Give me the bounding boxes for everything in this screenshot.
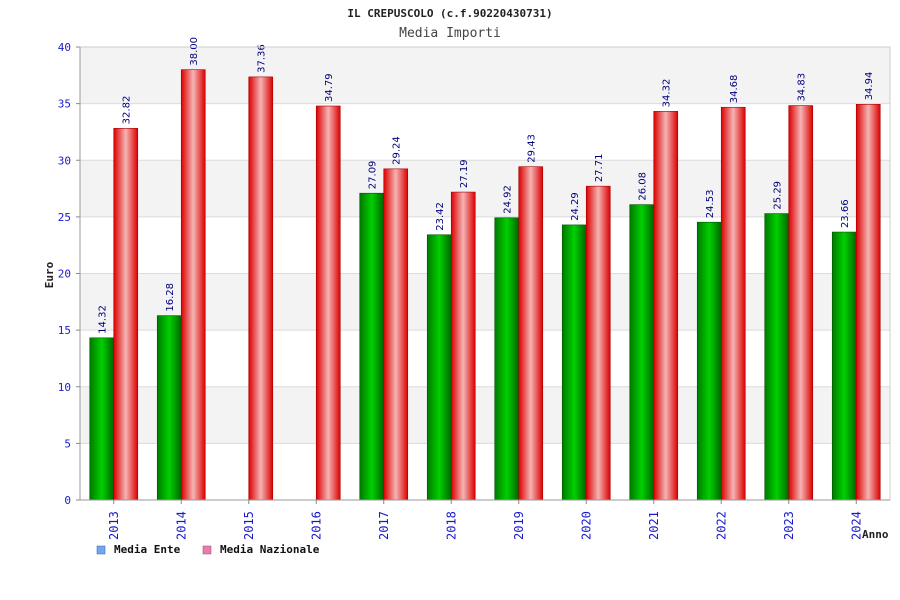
legend-swatch-media-ente: [96, 545, 106, 555]
x-tick-label: 2014: [174, 511, 188, 540]
x-tick-label: 2019: [512, 511, 526, 540]
x-tick-label: 2020: [579, 511, 593, 540]
bar-media-ente-2021: [629, 204, 655, 501]
x-tick-label: 2017: [377, 511, 391, 540]
plot-band: [80, 273, 890, 331]
bar-media-nazionale-2016: [315, 105, 341, 501]
data-label: 24.92: [503, 185, 514, 214]
data-label: 34.32: [662, 79, 673, 108]
x-tick-label: 2013: [107, 511, 121, 540]
plot-band: [80, 160, 890, 217]
data-label: 34.94: [864, 72, 875, 101]
bar-media-nazionale-2019: [518, 166, 544, 501]
x-tick-labels: 2013 2014 2015 2016 2017 2018 2019 2020 2021 2022…: [107, 511, 864, 540]
data-label: 26.08: [638, 172, 649, 201]
bar-media-ente-2024: [831, 231, 857, 501]
bar-media-ente-2017: [359, 192, 385, 501]
data-label: 29.24: [392, 136, 403, 165]
data-label: 24.29: [570, 192, 581, 221]
legend-swatch-media-nazionale: [202, 545, 212, 555]
data-label: 27.19: [459, 159, 470, 188]
legend-label-media-ente: Media Ente: [114, 543, 181, 556]
data-label: 34.68: [729, 75, 740, 104]
legend: Media Ente Media Nazionale: [96, 543, 320, 556]
x-tick-label: 2022: [714, 511, 728, 540]
y-axis-label: Euro: [43, 261, 56, 288]
bar-media-nazionale-2014: [180, 69, 206, 501]
x-tick-label: 2024: [849, 511, 863, 540]
bar-media-nazionale-2015: [248, 76, 274, 501]
legend-label-media-nazionale: Media Nazionale: [220, 543, 320, 556]
bar-media-ente-2013: [89, 337, 115, 501]
data-label: 32.82: [122, 96, 133, 125]
chart-title: IL CREPUSCOLO (c.f.90220430731): [347, 7, 552, 20]
x-tick-label: 2018: [444, 511, 458, 540]
data-label: 25.29: [773, 181, 784, 210]
bar-media-ente-2018: [426, 234, 452, 501]
data-label: 14.32: [98, 305, 109, 334]
x-tick-label: 2021: [647, 511, 661, 540]
data-label: 27.09: [368, 161, 379, 190]
data-label: 34.79: [324, 73, 335, 102]
plot-band: [80, 47, 890, 104]
data-label: 23.66: [840, 199, 851, 228]
bar-media-nazionale-2021: [653, 111, 679, 501]
y-tick-label: 20: [58, 268, 71, 281]
y-tick-label: 25: [58, 211, 71, 224]
bar-media-nazionale-2013: [113, 128, 139, 501]
data-label: 16.28: [165, 283, 176, 312]
y-tick-label: 35: [58, 98, 71, 111]
data-label: 37.36: [257, 44, 268, 73]
chart-subtitle: Media Importi: [399, 26, 501, 41]
bars: [89, 69, 881, 501]
y-tick-label: 30: [58, 154, 71, 167]
x-axis-label: Anno: [862, 528, 889, 541]
data-label: 38.00: [189, 37, 200, 66]
data-label: 29.43: [527, 134, 538, 163]
bar-media-nazionale-2017: [383, 168, 409, 501]
data-label: 24.53: [705, 190, 716, 219]
x-tick-label: 2015: [242, 511, 256, 540]
data-label: 27.71: [594, 154, 605, 183]
x-tick-label: 2016: [309, 511, 323, 540]
bar-media-ente-2022: [696, 221, 722, 501]
x-tick-label: 2023: [782, 511, 796, 540]
y-tick-label: 40: [58, 41, 71, 54]
bar-media-ente-2020: [561, 224, 587, 501]
plot-band: [80, 216, 890, 274]
plot-band: [80, 103, 890, 161]
bar-media-ente-2019: [494, 217, 520, 501]
bar-media-nazionale-2024: [855, 104, 881, 501]
y-tick-label: 15: [58, 324, 71, 337]
bar-media-nazionale-2020: [585, 185, 611, 501]
data-labels: 14.32 32.82 16.28 38.00 37.36 34.79 27.09 29.24…: [98, 37, 876, 334]
y-tick-label: 5: [64, 437, 71, 450]
plot-band: [80, 386, 890, 444]
bar-media-ente-2014: [156, 315, 182, 501]
data-label: 34.83: [797, 73, 808, 102]
bar-media-nazionale-2023: [788, 105, 814, 501]
bar-media-nazionale-2018: [450, 191, 476, 501]
plot-band: [80, 443, 890, 500]
bar-media-ente-2023: [764, 213, 790, 501]
y-tick-labels: 0 5 10 15 20 25 30 35 40: [58, 41, 71, 507]
axes: [76, 46, 891, 504]
y-tick-label: 0: [64, 494, 71, 507]
data-label: 23.42: [435, 202, 446, 231]
bar-media-nazionale-2022: [720, 106, 746, 501]
y-tick-label: 10: [58, 381, 71, 394]
plot-band: [80, 330, 890, 387]
plot-background: [80, 47, 890, 500]
